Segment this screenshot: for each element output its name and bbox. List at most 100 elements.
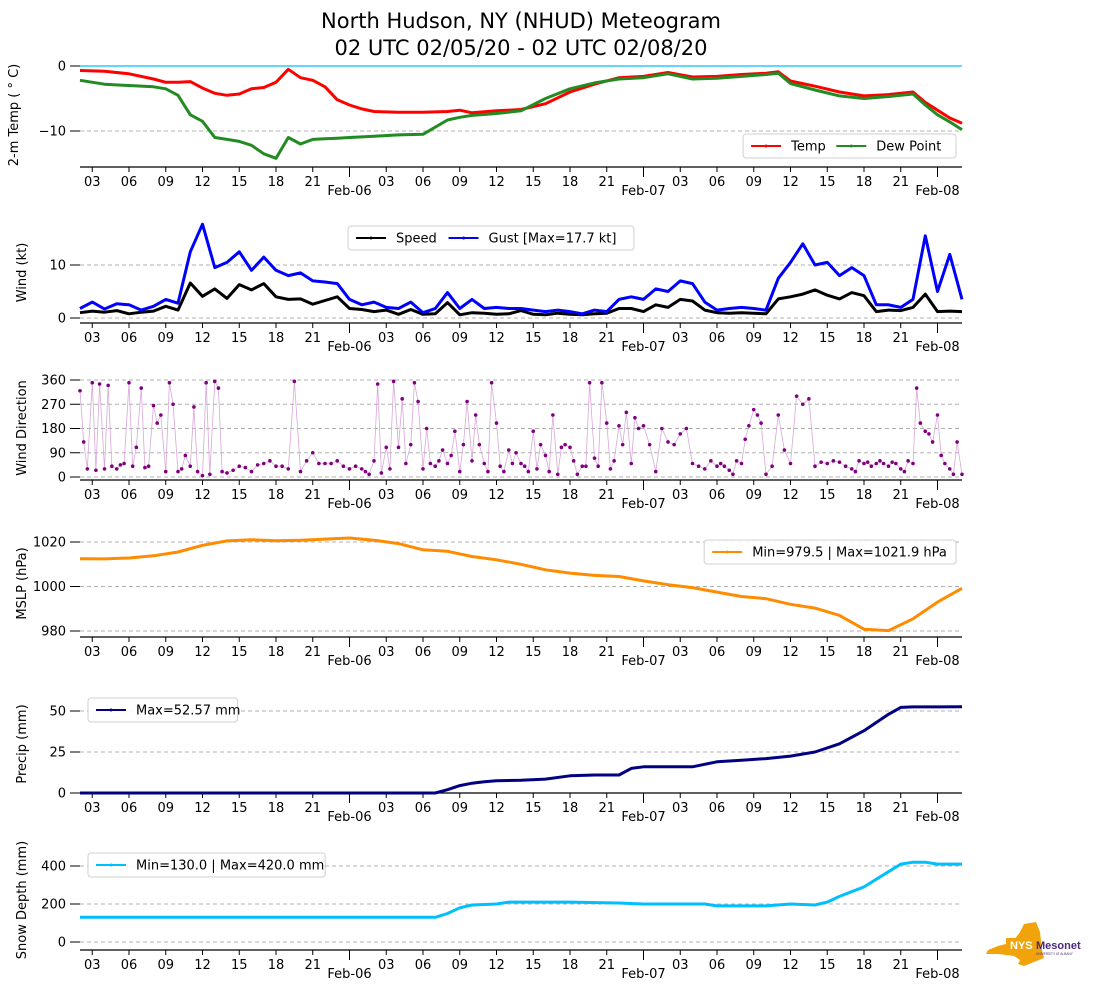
wind-direction-point xyxy=(216,386,221,390)
chart-subtitle: 02 UTC 02/05/20 - 02 UTC 02/08/20 xyxy=(335,36,708,60)
x-date-label: Feb-08 xyxy=(915,810,959,825)
wind-direction-point xyxy=(592,456,597,460)
x-tick-label: 03 xyxy=(378,331,395,346)
y-tick-label: 25 xyxy=(49,746,66,761)
x-tick-label: 15 xyxy=(525,331,542,346)
x-tick-label: 09 xyxy=(157,958,174,973)
x-tick-label: 06 xyxy=(121,645,138,660)
wind-direction-point xyxy=(906,459,910,463)
x-tick-label: 09 xyxy=(745,645,762,660)
y-tick-label: 0 xyxy=(58,60,66,75)
wind-direction-point xyxy=(453,429,457,433)
wind-direction-point xyxy=(531,429,536,433)
x-tick-label: 21 xyxy=(598,645,615,660)
x-date-label: Feb-08 xyxy=(915,967,959,982)
x-date-label: Feb-07 xyxy=(621,184,665,199)
wind-direction-point xyxy=(535,467,539,471)
wind-direction-point xyxy=(555,472,560,477)
wind-direction-point xyxy=(498,464,502,469)
x-tick-label: 09 xyxy=(745,958,762,973)
x-tick-label: 12 xyxy=(782,958,799,973)
x-tick-label: 03 xyxy=(672,488,689,503)
wind-direction-point xyxy=(489,380,494,385)
wind-direction-point xyxy=(770,464,774,469)
x-date-label: Feb-07 xyxy=(621,967,665,982)
y-tick-label: 1020 xyxy=(33,536,66,551)
x-tick-label: 09 xyxy=(451,645,468,660)
wind-direction-point xyxy=(739,461,744,466)
wind-direction-point xyxy=(477,442,482,447)
wind-direction-point xyxy=(709,459,713,463)
x-tick-label: 21 xyxy=(892,645,909,660)
x-tick-label: 03 xyxy=(84,958,101,973)
y-axis-label: Snow Depth (mm) xyxy=(15,841,30,959)
wind-direction-point xyxy=(139,386,144,390)
x-tick-label: 15 xyxy=(231,958,248,973)
x-tick-label: 03 xyxy=(672,331,689,346)
x-tick-label: 15 xyxy=(525,175,542,190)
wind-direction-point xyxy=(939,453,943,458)
wind-direction-point xyxy=(702,467,707,471)
y-tick-label: 0 xyxy=(58,936,66,951)
wind-direction-point xyxy=(494,421,499,425)
x-date-label: Feb-06 xyxy=(327,810,371,825)
wind-direction-point xyxy=(755,413,760,417)
wind-direction-point xyxy=(363,469,368,474)
x-tick-label: 12 xyxy=(488,645,505,660)
y-tick-label: −10 xyxy=(39,125,66,140)
wind-direction-point xyxy=(130,464,135,469)
wind-direction-point xyxy=(231,468,235,473)
panel-temp: 0 −10 03 06 09 12 15 18 21 03 06 09 12 15 18 21 03 06 09 12… xyxy=(7,60,963,199)
x-tick-label: 06 xyxy=(415,331,432,346)
wind-direction-point xyxy=(482,461,487,466)
y-tick-label: 10 xyxy=(49,259,66,274)
wind-direction-point xyxy=(502,469,506,474)
x-date-label: Feb-07 xyxy=(621,654,665,669)
panel-precip: 0 25 50 03 06 09 12 15 18 21 03 06 09 12 15 18 21 03 06 09 1… xyxy=(15,697,963,825)
x-tick-label: 21 xyxy=(598,488,615,503)
x-tick-label: 06 xyxy=(121,175,138,190)
wind-direction-point xyxy=(865,460,870,464)
x-tick-label: 21 xyxy=(892,801,909,816)
wind-direction-point xyxy=(911,461,915,466)
wind-direction-point xyxy=(118,463,123,467)
wind-direction-point xyxy=(195,469,200,474)
wind-direction-point xyxy=(424,426,429,431)
x-tick-label: 21 xyxy=(892,175,909,190)
x-date-label: Feb-07 xyxy=(621,810,665,825)
wind-direction-point xyxy=(225,471,229,475)
panel-mslp: 980 1000 1020 03 06 09 12 15 18 21 03 06 09 12 15 18 21 0… xyxy=(15,536,963,669)
wind-direction-point xyxy=(449,453,453,458)
wind-direction-point xyxy=(580,464,585,469)
wind-direction-point xyxy=(183,453,188,458)
wind-direction-point xyxy=(94,468,98,473)
legend-marker xyxy=(764,144,768,148)
nys-mesonet-logo: NYS Mesonet UNIVERSITY AT ALBANY xyxy=(984,920,1084,970)
x-tick-label: 09 xyxy=(157,175,174,190)
y-tick-label: 270 xyxy=(41,398,66,413)
x-tick-label: 06 xyxy=(415,645,432,660)
x-tick-label: 15 xyxy=(819,645,836,660)
x-tick-label: 06 xyxy=(415,958,432,973)
wind-direction-point xyxy=(620,442,625,447)
wind-direction-point xyxy=(551,413,555,417)
x-tick-label: 12 xyxy=(194,331,211,346)
x-tick-label: 12 xyxy=(194,488,211,503)
chart-title: North Hudson, NY (NHUD) Meteogram xyxy=(321,9,721,33)
wind-direction-point xyxy=(886,464,891,469)
x-date-label: Feb-08 xyxy=(915,184,959,199)
x-tick-label: 03 xyxy=(378,801,395,816)
wind-direction-point xyxy=(97,382,102,386)
wind-direction-point xyxy=(171,402,175,407)
x-tick-label: 18 xyxy=(562,175,579,190)
x-tick-label: 03 xyxy=(84,645,101,660)
x-tick-label: 09 xyxy=(745,175,762,190)
x-tick-label: 12 xyxy=(782,488,799,503)
wind-direction-point xyxy=(807,397,811,401)
wind-direction-point xyxy=(208,472,212,477)
y-axis-label: Precip (mm) xyxy=(15,704,30,783)
wind-direction-point xyxy=(727,468,732,473)
x-tick-label: 06 xyxy=(121,958,138,973)
wind-direction-point xyxy=(359,467,364,471)
y-tick-label: 0 xyxy=(58,471,66,486)
